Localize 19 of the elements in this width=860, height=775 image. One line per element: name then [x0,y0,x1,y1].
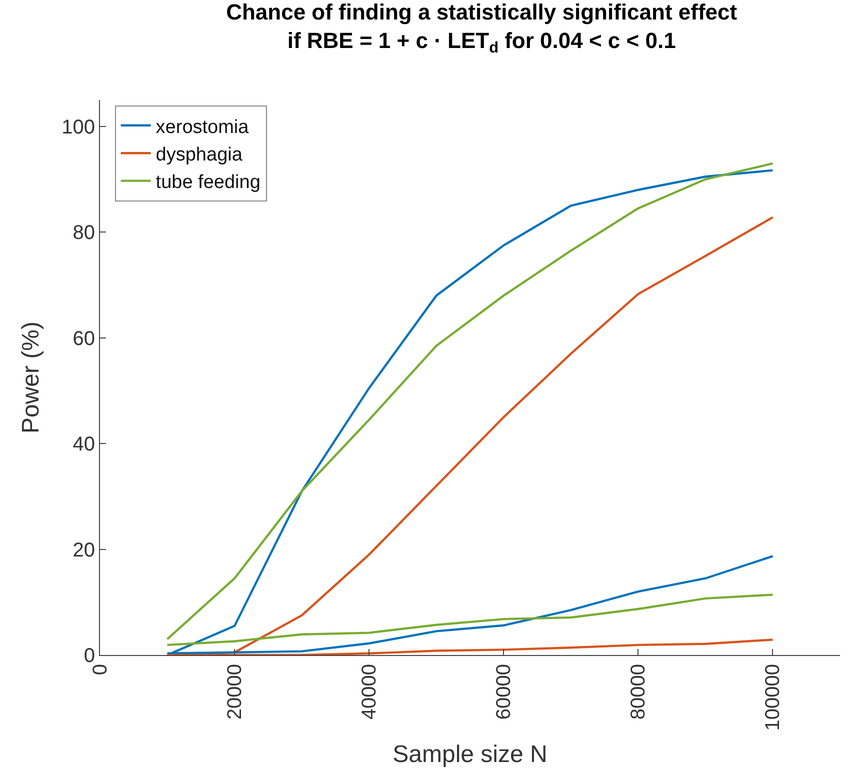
chart-title: Chance of finding a statistically significant effect if RBE = 1 + c · LET$_{d}$ for 0.04 < c < 0.1 [226,0,738,57]
line-series [166,594,774,646]
x-axis-title: Sample size N [392,741,548,768]
x-tick-label: 60000 [493,664,516,720]
y-tick-label: 20 [72,539,95,562]
y-axis-title: Power (%) [18,321,45,434]
x-tick-label: 20000 [224,664,246,720]
y-tick-label: 60 [72,328,95,350]
y-tick-label: 80 [72,222,95,244]
x-tick-label: 40000 [358,664,381,720]
x-tick-label: 100000 [762,664,784,731]
legend-label: tube feeding [156,172,260,194]
x-tick-label: 0 [90,664,112,676]
y-tick-label: 40 [72,434,95,456]
x-tick-label: 80000 [628,664,650,720]
y-tick-label: 100 [62,116,95,138]
legend-label: dysphagia [156,144,243,166]
legend-label: xerostomia [156,116,250,138]
y-tick-label: 0 [84,645,95,667]
